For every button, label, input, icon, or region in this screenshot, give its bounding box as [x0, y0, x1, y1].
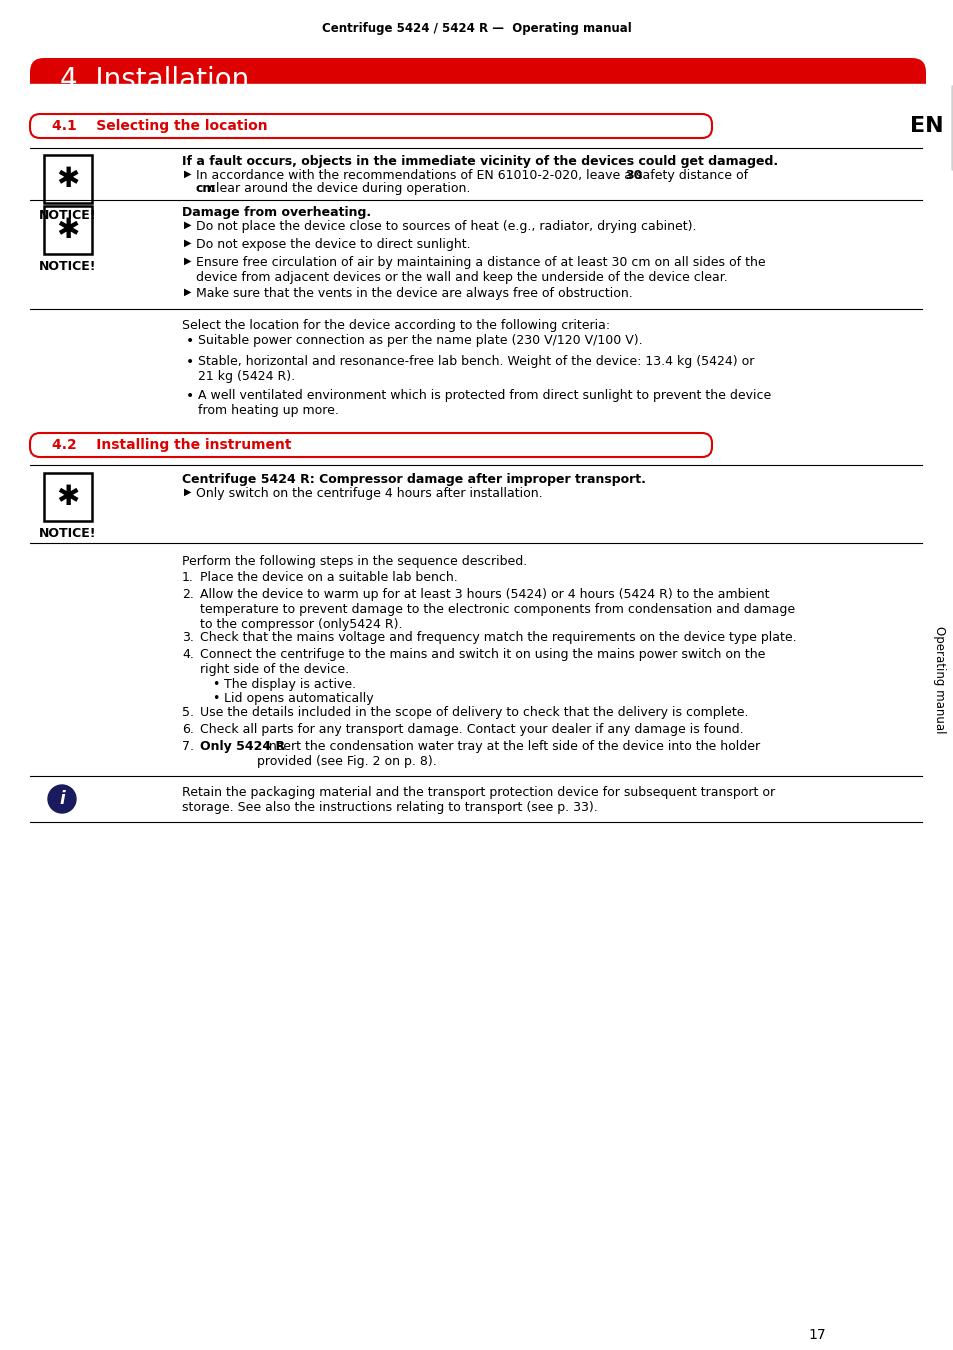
Text: 4  Installation: 4 Installation — [60, 66, 249, 95]
Text: 17: 17 — [807, 1328, 825, 1342]
Text: Lid opens automatically: Lid opens automatically — [224, 693, 374, 705]
Text: ▶: ▶ — [184, 169, 192, 180]
FancyBboxPatch shape — [30, 113, 711, 138]
Text: Use the details included in the scope of delivery to check that the delivery is : Use the details included in the scope of… — [200, 706, 748, 720]
Text: i: i — [59, 790, 65, 809]
Text: 4.: 4. — [182, 648, 193, 662]
Text: •: • — [186, 333, 194, 348]
Text: 1.: 1. — [182, 571, 193, 585]
Text: NOTICE!: NOTICE! — [39, 209, 96, 221]
Text: 6.: 6. — [182, 724, 193, 736]
Text: Centrifuge 5424 / 5424 R —  Operating manual: Centrifuge 5424 / 5424 R — Operating man… — [322, 22, 631, 35]
Text: ▶: ▶ — [184, 220, 192, 230]
Text: 30: 30 — [624, 169, 642, 182]
Bar — [44, 155, 91, 202]
Text: In accordance with the recommendations of EN 61010-2-020, leave a safety distanc: In accordance with the recommendations o… — [195, 169, 751, 182]
Wedge shape — [951, 86, 953, 170]
Text: Only switch on the centrifuge 4 hours after installation.: Only switch on the centrifuge 4 hours af… — [195, 487, 542, 500]
Text: ▶: ▶ — [184, 238, 192, 248]
Text: cm: cm — [195, 182, 216, 194]
Text: Retain the packaging material and the transport protection device for subsequent: Retain the packaging material and the tr… — [182, 786, 774, 814]
Text: Suitable power connection as per the name plate (230 V/120 V/100 V).: Suitable power connection as per the nam… — [198, 333, 642, 347]
Text: Damage from overheating.: Damage from overheating. — [182, 207, 371, 219]
Circle shape — [48, 784, 76, 813]
Text: EN: EN — [909, 116, 943, 136]
Text: A well ventilated environment which is protected from direct sunlight to prevent: A well ventilated environment which is p… — [198, 389, 770, 417]
Text: Ensure free circulation of air by maintaining a distance of at least 30 cm on al: Ensure free circulation of air by mainta… — [195, 256, 765, 284]
Text: Make sure that the vents in the device are always free of obstruction.: Make sure that the vents in the device a… — [195, 288, 632, 300]
Text: Check all parts for any transport damage. Contact your dealer if any damage is f: Check all parts for any transport damage… — [200, 724, 742, 736]
Text: Select the location for the device according to the following criteria:: Select the location for the device accor… — [182, 319, 610, 332]
Text: 4.2    Installing the instrument: 4.2 Installing the instrument — [52, 437, 292, 452]
Text: 4.1    Selecting the location: 4.1 Selecting the location — [52, 119, 268, 134]
Text: ▶: ▶ — [184, 288, 192, 297]
Circle shape — [909, 86, 953, 170]
Text: 3.: 3. — [182, 630, 193, 644]
Text: Operating manual: Operating manual — [933, 626, 945, 734]
FancyBboxPatch shape — [30, 58, 925, 100]
Bar — [0, 84, 951, 171]
Text: ▶: ▶ — [184, 256, 192, 266]
Text: •: • — [186, 355, 194, 369]
Text: Allow the device to warm up for at least 3 hours (5424) or 4 hours (5424 R) to t: Allow the device to warm up for at least… — [200, 589, 794, 630]
Text: •: • — [186, 389, 194, 404]
Circle shape — [909, 86, 953, 170]
Text: Perform the following steps in the sequence described.: Perform the following steps in the seque… — [182, 555, 527, 568]
FancyBboxPatch shape — [30, 433, 711, 458]
Text: clear around the device during operation.: clear around the device during operation… — [209, 182, 470, 194]
Text: The display is active.: The display is active. — [224, 678, 355, 691]
Text: NOTICE!: NOTICE! — [39, 526, 96, 540]
Text: If a fault occurs, objects in the immediate vicinity of the devices could get da: If a fault occurs, objects in the immedi… — [182, 155, 778, 167]
Text: ▶: ▶ — [184, 487, 192, 497]
Text: Centrifuge 5424 R: Compressor damage after improper transport.: Centrifuge 5424 R: Compressor damage aft… — [182, 472, 645, 486]
Text: NOTICE!: NOTICE! — [39, 261, 96, 273]
Bar — [44, 472, 91, 521]
Text: Only 5424 R: Only 5424 R — [200, 740, 285, 753]
Text: Check that the mains voltage and frequency match the requirements on the device : Check that the mains voltage and frequen… — [200, 630, 796, 644]
Bar — [44, 207, 91, 254]
Text: : Insert the condensation water tray at the left side of the device into the hol: : Insert the condensation water tray at … — [256, 740, 759, 768]
Text: Place the device on a suitable lab bench.: Place the device on a suitable lab bench… — [200, 571, 457, 585]
Text: ✱: ✱ — [56, 165, 79, 193]
Text: ✱: ✱ — [56, 483, 79, 512]
Text: Connect the centrifuge to the mains and switch it on using the mains power switc: Connect the centrifuge to the mains and … — [200, 648, 764, 676]
Text: 5.: 5. — [182, 706, 193, 720]
Text: Do not place the device close to sources of heat (e.g., radiator, drying cabinet: Do not place the device close to sources… — [195, 220, 696, 234]
Text: 2.: 2. — [182, 589, 193, 601]
Text: Stable, horizontal and resonance-free lab bench. Weight of the device: 13.4 kg (: Stable, horizontal and resonance-free la… — [198, 355, 754, 383]
Text: •: • — [212, 678, 219, 691]
Text: ✱: ✱ — [56, 216, 79, 244]
Text: Do not expose the device to direct sunlight.: Do not expose the device to direct sunli… — [195, 238, 470, 251]
Text: •: • — [212, 693, 219, 705]
Text: 7.: 7. — [182, 740, 193, 753]
